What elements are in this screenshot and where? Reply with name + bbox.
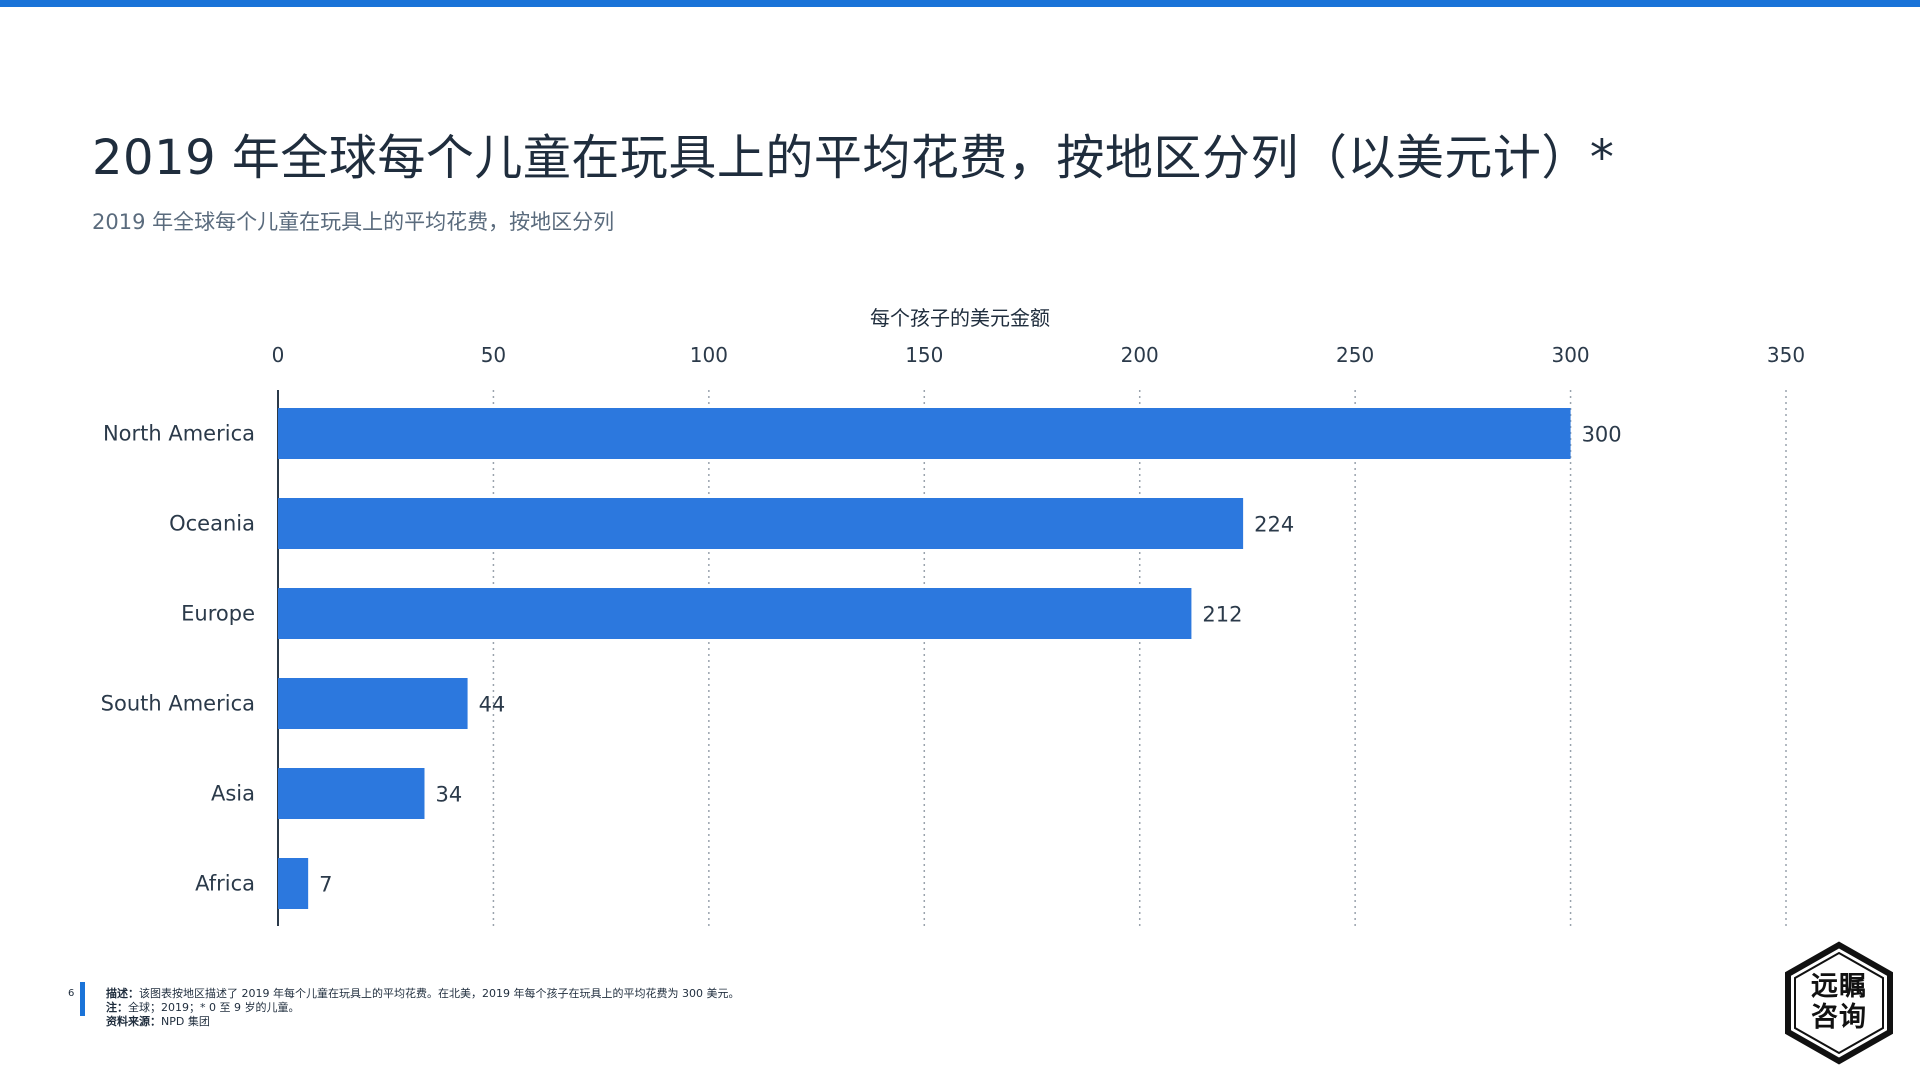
category-label: Oceania [169,512,255,536]
data-label: 44 [479,693,506,717]
source-label: 资料来源： [106,1015,161,1028]
footnotes: 描述：该图表按地区描述了 2019 年每个儿童在玩具上的平均花费。在北美，201… [106,987,739,1029]
logo-line-2: 咨询 [1811,1002,1867,1033]
x-tick-label: 300 [1551,343,1589,367]
bar [278,498,1244,549]
x-tick-label: 150 [905,343,943,367]
bar [278,678,468,729]
bar [278,408,1571,459]
bar-chart: 每个孩子的美元金额 0 50 100 150 200 250 300 350 North Amer… [101,306,1805,926]
source-text: NPD 集团 [161,1015,210,1028]
footnote-note: 注：全球；2019；* 0 至 9 岁的儿童。 [106,1001,739,1015]
company-logo: 远瞩 咨询 [1782,941,1896,1065]
category-label: Asia [211,782,255,806]
category-label: North America [103,422,255,446]
page-subtitle: 2019 年全球每个儿童在玩具上的平均花费，按地区分列 [92,210,615,234]
bar [278,858,309,909]
footnote-description: 描述：该图表按地区描述了 2019 年每个儿童在玩具上的平均花费。在北美，201… [106,987,739,1001]
logo-line-1: 远瞩 [1811,971,1867,1002]
description-label: 描述： [106,987,139,1000]
page-title: 2019 年全球每个儿童在玩具上的平均花费，按地区分列（以美元计）* [92,130,1615,186]
x-tick-label: 250 [1336,343,1374,367]
bar [278,588,1192,639]
category-label: South America [101,692,255,716]
x-axis-title: 每个孩子的美元金额 [870,306,1050,330]
description-text: 该图表按地区描述了 2019 年每个儿童在玩具上的平均花费。在北美，2019 年… [139,987,740,1000]
note-text: 全球；2019；* 0 至 9 岁的儿童。 [128,1001,300,1014]
data-label: 224 [1254,513,1294,537]
x-tick-label: 200 [1121,343,1159,367]
data-label: 7 [319,873,332,897]
footnote-source: 资料来源：NPD 集团 [106,1015,739,1029]
category-label: Africa [195,872,255,896]
top-accent-bar [0,0,1920,7]
data-label: 300 [1582,423,1622,447]
data-label: 34 [435,783,462,807]
data-label: 212 [1202,603,1242,627]
x-tick-label: 50 [481,343,506,367]
category-label: Europe [181,602,255,626]
logo-hexagon-icon [1785,941,1893,1065]
note-label: 注： [106,1001,128,1014]
x-tick-label: 0 [272,343,285,367]
footer-accent-bar [80,982,85,1016]
x-tick-label: 350 [1767,343,1805,367]
page-number: 6 [68,988,75,999]
x-tick-label: 100 [690,343,728,367]
logo-text: 远瞩 咨询 [1782,971,1896,1033]
bar [278,768,425,819]
